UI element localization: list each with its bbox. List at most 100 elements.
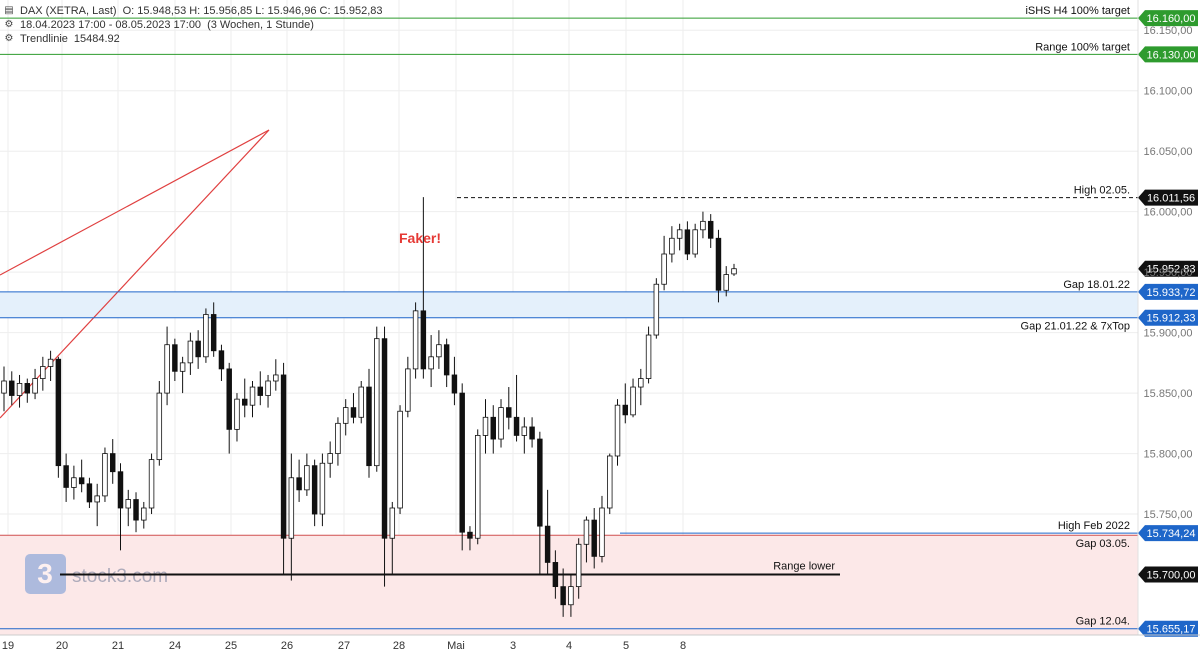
candle — [32, 368, 38, 400]
candle-body — [172, 344, 178, 372]
price-tag-bg — [1138, 10, 1198, 27]
candle-body — [296, 477, 302, 491]
watermark: 3 stock3.com — [25, 554, 168, 594]
candle — [731, 263, 737, 276]
candle — [203, 308, 209, 363]
candle — [133, 492, 139, 533]
x-tick-label: 5 — [623, 640, 629, 652]
candle-body — [234, 398, 240, 430]
candle — [544, 489, 551, 575]
price-tag: 15.933,72 — [1138, 283, 1198, 300]
candle-body — [311, 465, 318, 515]
x-tick-label: 20 — [56, 640, 68, 652]
x-tick-label: 25 — [225, 640, 237, 652]
price-tag-text: 15.912,33 — [1147, 313, 1196, 325]
candle — [529, 417, 535, 448]
candle — [304, 453, 310, 496]
candle-body — [133, 499, 139, 521]
candle-body — [715, 237, 722, 291]
candle-body — [568, 586, 574, 606]
candle — [436, 330, 442, 369]
watermark-text: stock3.com — [72, 566, 168, 587]
candle — [700, 211, 706, 239]
candle-body — [117, 471, 124, 509]
candle-body — [490, 416, 496, 440]
level-label: Gap 18.01.22 — [1063, 279, 1130, 291]
candle — [607, 453, 613, 515]
candle — [24, 378, 31, 403]
candle — [195, 330, 201, 369]
candle-body — [451, 374, 458, 394]
price-tag-bg — [1138, 189, 1198, 206]
candle — [335, 417, 341, 466]
candle — [102, 447, 108, 502]
candle-body — [669, 237, 675, 255]
chart-zones — [0, 291, 1138, 635]
y-tick-label: 16.100,00 — [1144, 86, 1193, 98]
level-label: Gap 12.04. — [1076, 616, 1130, 628]
candle — [94, 483, 100, 527]
y-tick-label: 15.800,00 — [1144, 449, 1193, 461]
price-tag: 15.952,83 — [1138, 260, 1198, 277]
trendline-value: 15484.92 — [73, 33, 120, 45]
candle-body — [575, 543, 582, 588]
candle-body — [389, 507, 396, 539]
candle — [599, 495, 605, 563]
price-tag: 15.700,00 — [1138, 566, 1198, 583]
candle — [521, 417, 528, 454]
candle — [125, 489, 131, 527]
price-tag-bg — [1138, 260, 1198, 277]
candle — [506, 387, 512, 430]
x-axis: 19 20 21 24 25 26 27 28 Mai 3 4 5 8 — [0, 634, 1200, 652]
candle-body — [148, 459, 155, 509]
candle-body — [537, 438, 543, 527]
candle-body — [102, 453, 108, 497]
price-tag-bg — [1138, 309, 1198, 326]
candle — [148, 453, 155, 515]
candle-body — [179, 362, 186, 372]
gear-icon[interactable]: ⚙ — [4, 33, 14, 44]
price-tag: 15.655,17 — [1138, 620, 1198, 637]
candle-body — [40, 366, 46, 379]
candle — [296, 459, 302, 502]
period-text: (3 Wochen, 1 Stunde) — [207, 19, 314, 31]
candle — [16, 374, 23, 408]
candle — [715, 229, 722, 303]
candlestick-icon[interactable]: ▤ — [4, 5, 14, 16]
candle-body — [513, 416, 520, 436]
candle — [311, 459, 318, 527]
candle — [164, 326, 170, 406]
price-tag-text: 15.734,24 — [1147, 528, 1196, 540]
x-tick-label: 26 — [281, 640, 293, 652]
price-tag-bg — [1138, 620, 1198, 637]
candle-body — [265, 380, 271, 396]
candle-body — [474, 435, 481, 539]
candle-body — [9, 380, 15, 396]
candle-body — [164, 344, 170, 394]
candle-body — [280, 374, 287, 539]
candle-body — [218, 350, 225, 370]
candle — [9, 371, 15, 406]
candle-body — [86, 483, 93, 503]
candle-body — [203, 314, 209, 358]
candle-body — [125, 499, 131, 509]
candle — [513, 374, 520, 442]
candle-body — [692, 229, 698, 255]
trendline-upper — [0, 129, 270, 276]
level-label: High Feb 2022 — [1058, 520, 1130, 532]
candle — [327, 441, 333, 478]
gear-icon[interactable]: ⚙ — [4, 19, 14, 30]
price-tag-bg — [1138, 46, 1198, 63]
candle — [420, 197, 427, 379]
candle-body — [187, 340, 194, 364]
candle — [552, 550, 559, 599]
candle — [117, 463, 124, 551]
candle-body — [583, 519, 590, 545]
candle-body — [63, 465, 69, 488]
candle — [669, 226, 675, 263]
candle — [218, 344, 225, 381]
candle — [226, 362, 232, 454]
candle — [661, 235, 667, 291]
candle-body — [381, 338, 388, 539]
